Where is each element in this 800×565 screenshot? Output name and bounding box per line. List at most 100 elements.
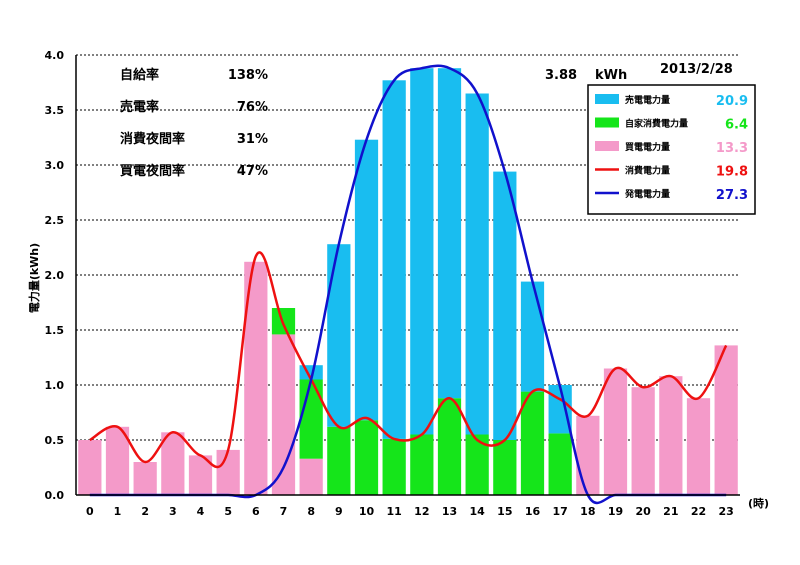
bar-purchased — [105, 426, 130, 495]
x-tick-label: 9 — [335, 505, 343, 518]
bar-purchased — [78, 440, 102, 495]
bar-sold — [327, 244, 351, 427]
x-tick-label: 6 — [252, 505, 260, 518]
x-tick-label: 1 — [114, 505, 122, 518]
y-axis-label: 電力量(kWh) — [27, 243, 41, 313]
bar-purchased — [133, 462, 157, 495]
y-tick-label: 3.0 — [45, 159, 65, 172]
bar-purchased — [244, 261, 268, 495]
legend-value: 6.4 — [725, 118, 748, 133]
x-tick-label: 12 — [414, 505, 429, 518]
x-tick-label: 14 — [470, 505, 486, 518]
axes — [75, 55, 740, 496]
bar-self-consumed — [437, 398, 462, 495]
x-tick-label: 19 — [608, 505, 623, 518]
x-tick-labels: 0 1 2 3 4 5 6 7 8 9 10 11 12 13 14 15 16 17 18 19 20 21 22 23 — [86, 505, 734, 518]
bar-purchased — [299, 458, 323, 495]
stat-label: 自給率 — [120, 67, 159, 83]
stat-value: 138% — [228, 68, 268, 83]
x-tick-label: 3 — [169, 505, 177, 518]
stat-label: 売電率 — [120, 99, 159, 115]
consumption-line — [89, 251, 728, 469]
x-tick-label: 8 — [307, 505, 315, 518]
x-tick-label: 4 — [197, 505, 205, 518]
legend-swatch — [595, 94, 619, 104]
legend-value: 13.3 — [716, 141, 748, 156]
bar-purchased — [271, 334, 296, 495]
stat-label: 買電夜間率 — [120, 163, 185, 179]
bar-self-consumed — [327, 426, 351, 495]
stats-panel: 自給率 138% 売電率 76% 消費夜間率 31% 買電夜間率 47% — [120, 67, 268, 179]
legend-label: 買電電力量 — [625, 141, 670, 153]
bar-self-consumed — [465, 434, 489, 495]
bar-self-consumed — [299, 379, 323, 459]
legend-label: 消費電力量 — [625, 165, 670, 177]
legend: 売電電力量 20.9 自家消費電力量 6.4 買電電力量 13.3 消費電力量 19.8 発電電… — [595, 94, 748, 203]
bar-self-consumed — [382, 438, 406, 495]
y-tick-label: 2.5 — [45, 214, 65, 227]
y-tick-label: 1.5 — [45, 324, 65, 337]
bar-purchased — [188, 455, 213, 495]
x-tick-label: 11 — [387, 505, 402, 518]
legend-swatch — [595, 141, 619, 151]
legend-label: 売電電力量 — [625, 94, 670, 106]
y-tick-label: 0.0 — [45, 489, 65, 502]
bar-purchased — [216, 449, 240, 495]
legend-value: 27.3 — [716, 188, 748, 203]
bar-purchased — [161, 432, 185, 495]
x-tick-label: 0 — [86, 505, 94, 518]
x-tick-label: 22 — [691, 505, 706, 518]
legend-value: 19.8 — [716, 165, 748, 180]
x-tick-label: 17 — [553, 505, 568, 518]
bar-self-consumed — [548, 433, 572, 495]
bar-purchased — [686, 398, 711, 495]
y-tick-label: 3.5 — [45, 104, 65, 117]
legend-label: 自家消費電力量 — [625, 118, 688, 130]
bar-sold — [410, 68, 434, 435]
x-tick-label: 21 — [663, 505, 678, 518]
peak-unit: kWh — [595, 68, 627, 83]
bar-self-consumed — [354, 420, 379, 495]
y-tick-label: 2.0 — [45, 269, 65, 282]
x-tick-label: 15 — [497, 505, 512, 518]
stat-value: 47% — [237, 164, 268, 179]
y-tick-label: 0.5 — [45, 434, 65, 447]
y-tick-labels: 0.0 0.5 1.0 1.5 2.0 2.5 3.0 3.5 4.0 — [45, 49, 65, 502]
y-tick-label: 4.0 — [45, 49, 65, 62]
bar-sold — [493, 171, 517, 440]
x-tick-label: 23 — [719, 505, 734, 518]
bar-sold — [354, 139, 379, 421]
chart-date: 2013/2/28 — [660, 62, 733, 77]
bar-self-consumed — [410, 434, 434, 495]
stat-label: 消費夜間率 — [120, 131, 185, 147]
peak-value: 3.88 — [545, 68, 577, 83]
legend-label: 発電電力量 — [624, 188, 670, 200]
bar-purchased — [659, 376, 683, 495]
x-tick-label: 16 — [525, 505, 541, 518]
x-tick-label: 18 — [580, 505, 595, 518]
bar-sold — [520, 281, 545, 392]
stat-value: 31% — [237, 132, 268, 147]
x-unit-label: (時) — [748, 496, 769, 510]
bar-sold — [382, 80, 406, 439]
bar-purchased — [576, 415, 600, 495]
y-tick-label: 1.0 — [45, 379, 65, 392]
legend-value: 20.9 — [716, 94, 748, 109]
bar-self-consumed — [493, 440, 517, 495]
legend-swatch — [595, 117, 619, 128]
bar-sold — [465, 93, 489, 435]
x-tick-label: 13 — [442, 505, 457, 518]
bar-sold — [437, 68, 462, 399]
x-tick-label: 20 — [636, 505, 652, 518]
bar-self-consumed — [520, 391, 545, 495]
x-tick-label: 7 — [280, 505, 288, 518]
bar-purchased — [714, 345, 738, 495]
bar-purchased — [603, 368, 628, 495]
x-tick-label: 10 — [359, 505, 375, 518]
stat-value: 76% — [237, 100, 268, 115]
bar-purchased — [631, 387, 655, 495]
x-tick-label: 5 — [224, 505, 232, 518]
bars-group — [78, 68, 738, 495]
x-tick-label: 2 — [141, 505, 149, 518]
